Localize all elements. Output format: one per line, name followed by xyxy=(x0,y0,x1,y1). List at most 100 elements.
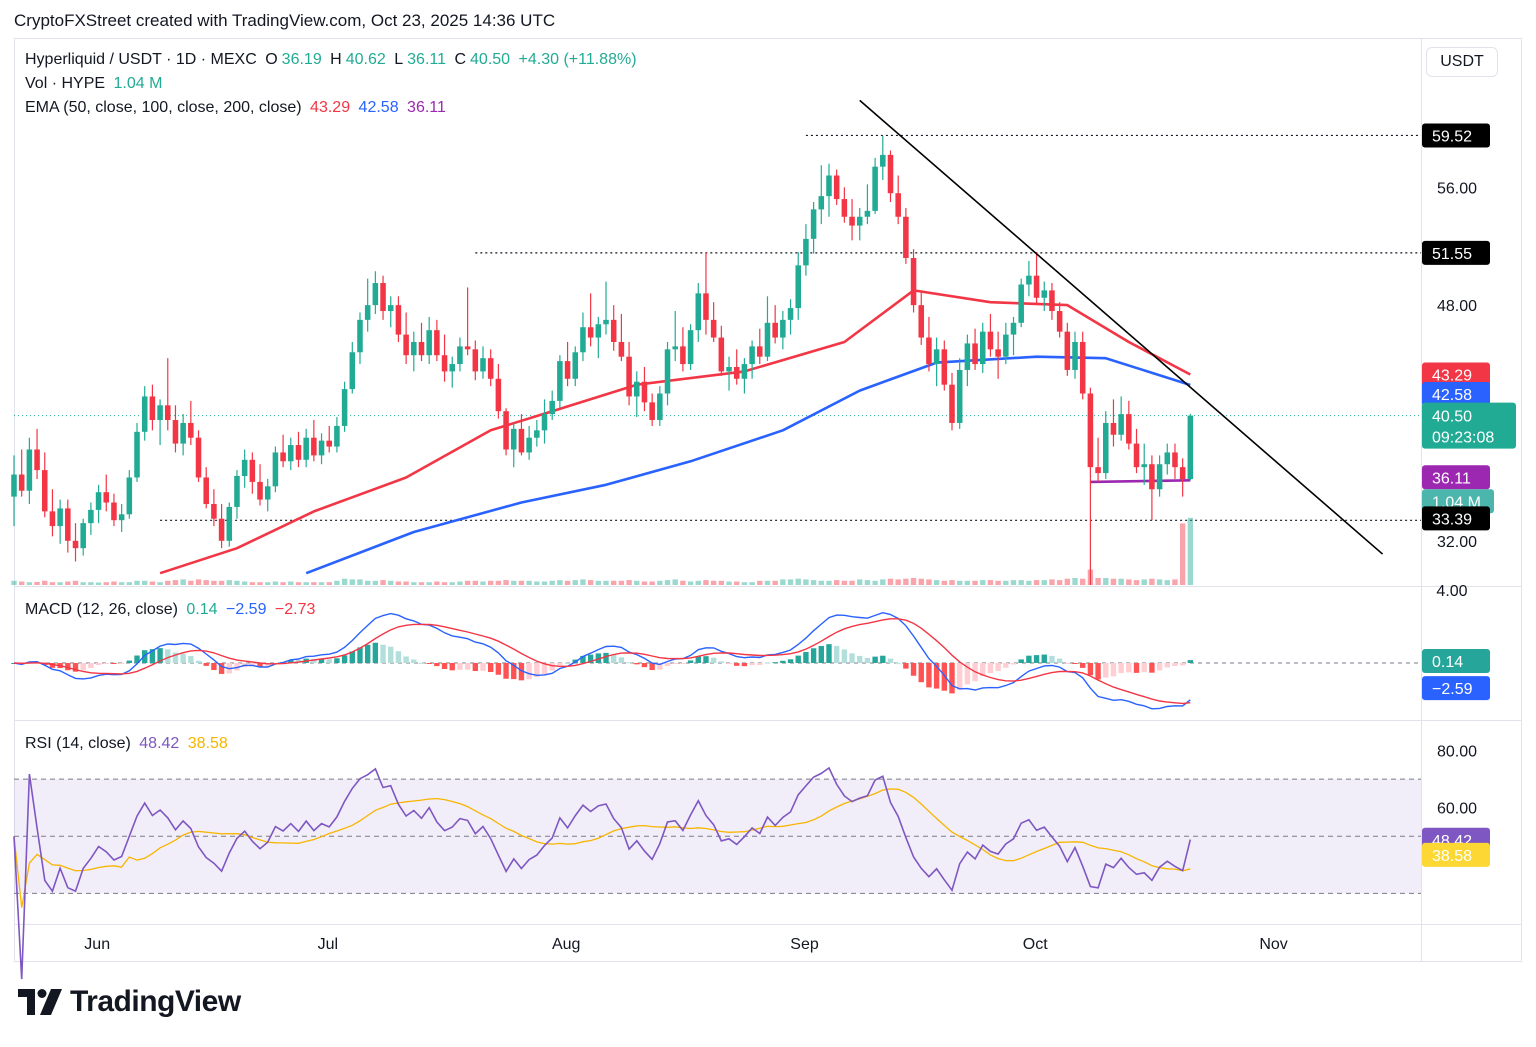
macd-signal-value: −2.73 xyxy=(274,601,316,618)
volume-bar xyxy=(218,580,225,585)
candle-body xyxy=(941,349,948,385)
macd-histogram-bar xyxy=(1064,663,1071,664)
macd-histogram-bar xyxy=(833,645,840,663)
currency-selector[interactable]: USDT xyxy=(1426,47,1498,77)
volume-bar xyxy=(864,580,871,585)
volume-bar xyxy=(1187,517,1194,585)
macd-histogram-bar xyxy=(103,663,109,664)
macd-histogram-bar xyxy=(265,663,271,667)
tag-ema100: 42.58 xyxy=(1432,387,1472,404)
macd-histogram-bar xyxy=(1087,663,1094,676)
volume-bar xyxy=(134,580,140,585)
volume-bar xyxy=(295,582,302,585)
volume-bar xyxy=(411,582,417,585)
volume-bar xyxy=(626,580,632,585)
volume-value: 1.04 M xyxy=(113,75,163,92)
volume-bar xyxy=(526,580,532,585)
candle-body xyxy=(880,154,886,167)
candle-body xyxy=(534,430,540,438)
volume-bar xyxy=(734,581,740,585)
ema-label[interactable]: EMA (50, close, 100, close, 200, close) xyxy=(25,99,302,116)
volume-bar xyxy=(388,580,394,585)
macd-histogram-bar xyxy=(895,662,901,664)
tag-macd-line: −2.59 xyxy=(1432,681,1473,698)
volume-bar xyxy=(995,580,1001,585)
volume-bar xyxy=(1156,579,1163,585)
volume-bar xyxy=(749,582,755,585)
macd-histogram-bar xyxy=(933,663,940,689)
macd-label[interactable]: MACD (12, 26, close) xyxy=(25,601,178,618)
volume-bar xyxy=(818,580,824,585)
candle-body xyxy=(257,481,263,500)
volume-bar xyxy=(680,580,686,585)
price-axis-label: 32.00 xyxy=(1437,534,1477,551)
candle-body xyxy=(65,508,71,541)
macd-histogram-bar xyxy=(257,663,263,668)
volume-bar xyxy=(349,579,355,585)
candle-body xyxy=(134,431,140,478)
volume-bar xyxy=(518,580,525,585)
macd-histogram-bar xyxy=(864,657,871,663)
volume-bar xyxy=(1149,578,1155,585)
candle-body xyxy=(603,319,609,325)
pane-divider-rsi xyxy=(14,720,1522,721)
macd-histogram-bar xyxy=(480,663,486,671)
volume-bar xyxy=(1110,578,1117,585)
volume-bar xyxy=(49,582,56,585)
macd-histogram-bar xyxy=(288,659,294,663)
volume-bar xyxy=(495,580,502,585)
macd-histogram-bar xyxy=(741,663,748,667)
macd-histogram-bar xyxy=(695,656,701,663)
candle-body xyxy=(618,341,625,357)
volume-bar xyxy=(910,578,917,585)
volume-bar xyxy=(1172,579,1178,585)
tradingview-logo[interactable]: TradingView xyxy=(18,985,241,1019)
macd-histogram-bar xyxy=(1003,663,1009,668)
volume-bar xyxy=(726,581,732,585)
volume-bar xyxy=(241,581,248,585)
macd-histogram-bar xyxy=(772,662,778,664)
volume-bar xyxy=(280,582,286,585)
candle-body xyxy=(664,349,671,394)
symbol-name[interactable]: Hyperliquid / USDT · 1D · MEXC xyxy=(25,51,257,68)
macd-histogram-bar xyxy=(1110,663,1117,677)
macd-histogram-bar xyxy=(872,656,878,663)
candle-body xyxy=(103,492,110,503)
macd-histogram-bar xyxy=(418,662,425,664)
volume-bar xyxy=(65,581,71,585)
macd-histogram-bar xyxy=(95,663,102,666)
candle-body xyxy=(657,393,663,421)
volume-bar xyxy=(903,578,909,585)
candle-body xyxy=(334,425,340,447)
macd-histogram-bar xyxy=(534,663,540,678)
volume-label[interactable]: Vol · HYPE xyxy=(25,75,106,92)
macd-histogram-bar xyxy=(918,663,924,683)
macd-histogram-bar xyxy=(995,663,1001,672)
macd-histogram-bar xyxy=(341,655,348,663)
volume-bar xyxy=(487,580,494,585)
macd-histogram-bar xyxy=(203,663,209,666)
candle-body xyxy=(380,283,386,312)
rsi-label[interactable]: RSI (14, close) xyxy=(25,735,131,752)
macd-histogram-bar xyxy=(787,659,794,663)
candle-body xyxy=(872,166,878,211)
candle-body xyxy=(764,322,771,357)
volume-bar xyxy=(34,581,40,585)
volume-bar xyxy=(449,582,455,585)
volume-bar xyxy=(257,582,263,585)
volume-bar xyxy=(795,578,801,585)
macd-histogram-bar xyxy=(334,658,340,663)
macd-histogram-bar xyxy=(634,663,640,665)
candle-body xyxy=(472,349,479,372)
candle-body xyxy=(726,367,732,372)
tradingview-logo-icon xyxy=(18,989,62,1015)
macd-histogram-bar xyxy=(126,660,133,663)
time-axis-label: Jun xyxy=(84,936,110,953)
ema100-value: 42.58 xyxy=(358,99,399,116)
volume-bar xyxy=(441,582,448,585)
macd-histogram-bar xyxy=(134,655,140,663)
macd-histogram-bar xyxy=(603,652,609,663)
candle-body xyxy=(1156,464,1163,490)
macd-histogram-bar xyxy=(1010,663,1017,665)
